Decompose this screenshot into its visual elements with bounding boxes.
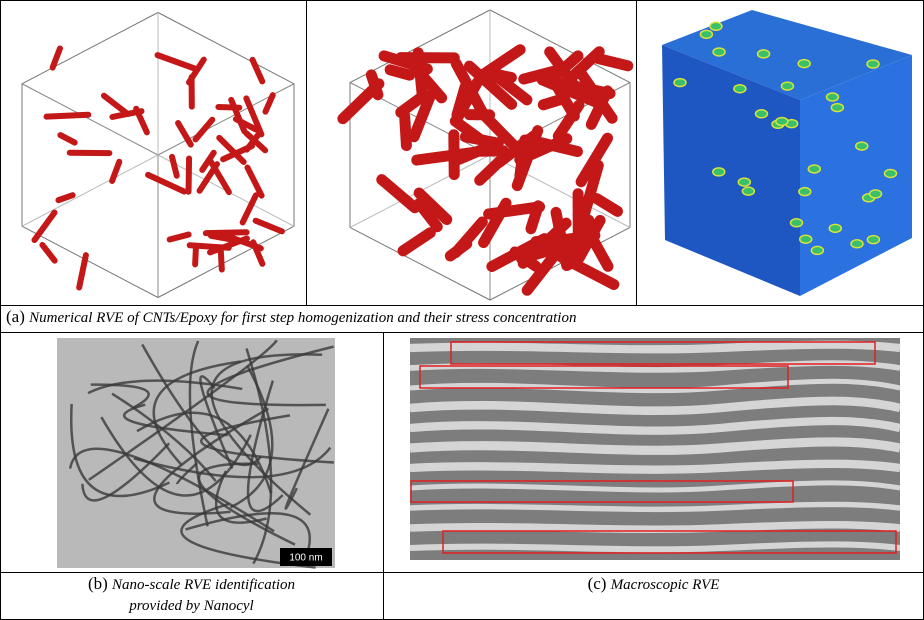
stress-spot: [742, 187, 754, 195]
stress-cube: [662, 10, 912, 296]
rve-cube-dense: [343, 10, 630, 300]
stress-spot: [811, 246, 823, 254]
nanotube: [256, 221, 282, 232]
caption-label: (b): [88, 574, 108, 593]
stress-spot: [870, 190, 882, 198]
nanotube: [170, 235, 189, 240]
nanotube: [531, 206, 538, 229]
caption-text: Nano-scale RVE identification provided b…: [112, 577, 295, 614]
stress-spot: [867, 60, 879, 68]
stress-spot: [674, 79, 686, 87]
fiber-band: [410, 345, 900, 350]
tem-image: [57, 338, 335, 568]
nanotube: [253, 60, 263, 82]
nanotube: [390, 70, 410, 75]
caption-b: (b) Nano-scale RVE identification provid…: [0, 574, 383, 616]
nanotube: [79, 255, 86, 287]
nanotube: [221, 250, 222, 269]
scale-bar-label: 100 nm: [289, 553, 322, 564]
nanotube: [596, 198, 617, 211]
nanotube: [47, 115, 89, 117]
stress-spot: [799, 188, 811, 196]
nanotube: [158, 55, 195, 68]
stress-spot: [867, 236, 879, 244]
nanotube: [343, 84, 379, 119]
caption-label: (c): [588, 574, 607, 593]
nanotube: [196, 120, 213, 140]
nanotube: [401, 98, 420, 112]
stress-spot: [776, 117, 788, 125]
cube-edge: [22, 155, 158, 226]
stress-spot: [700, 30, 712, 38]
nanotube: [489, 73, 512, 78]
stress-spot: [713, 168, 725, 176]
stress-spot: [884, 169, 896, 177]
nanotube: [172, 157, 177, 176]
stress-spot: [713, 48, 725, 56]
stress-spot: [781, 82, 793, 90]
stress-spot: [851, 240, 863, 248]
stress-spot: [734, 85, 746, 93]
stress-spot: [829, 224, 841, 232]
nanotube: [218, 107, 239, 108]
stress-spot: [800, 235, 812, 243]
stress-spot: [738, 178, 750, 186]
caption-c: (c) Macroscopic RVE: [383, 574, 924, 595]
nanotube: [382, 180, 415, 208]
caption-text: Macroscopic RVE: [611, 577, 720, 593]
stress-spot: [710, 22, 722, 30]
nanotube: [42, 245, 54, 261]
nanotube: [104, 96, 128, 114]
nanotube: [598, 59, 628, 66]
cube-edge: [22, 84, 158, 155]
caption-text: Numerical RVE of CNTs/Epoxy for first st…: [29, 310, 576, 326]
caption-a: (a) Numerical RVE of CNTs/Epoxy for firs…: [6, 307, 924, 328]
nanotube: [247, 168, 261, 196]
nanotube: [58, 195, 72, 200]
nanotube: [405, 117, 407, 146]
rve-cube-sparse: [22, 13, 294, 298]
stress-spot: [755, 110, 767, 118]
macro-image: [410, 338, 900, 560]
caption-label: (a): [6, 307, 25, 326]
nanotube: [190, 245, 229, 248]
nanotube: [112, 162, 119, 181]
nanotube: [543, 98, 564, 104]
nanotube: [403, 233, 430, 251]
stress-spot: [790, 219, 802, 227]
nanotube: [450, 244, 466, 256]
stress-spot: [808, 165, 820, 173]
stress-spot: [826, 93, 838, 101]
nanotube: [34, 213, 54, 240]
stress-spot: [798, 60, 810, 68]
nanotube: [60, 135, 74, 143]
nanotube: [457, 87, 465, 115]
stress-spot: [758, 50, 770, 58]
nanotube: [189, 158, 190, 191]
figure: 100 nm (a) Numerical RVE of CNTs/Epoxy f…: [0, 0, 924, 620]
stress-spot: [831, 104, 843, 112]
nanotube: [206, 232, 247, 233]
stress-spot: [856, 142, 868, 150]
